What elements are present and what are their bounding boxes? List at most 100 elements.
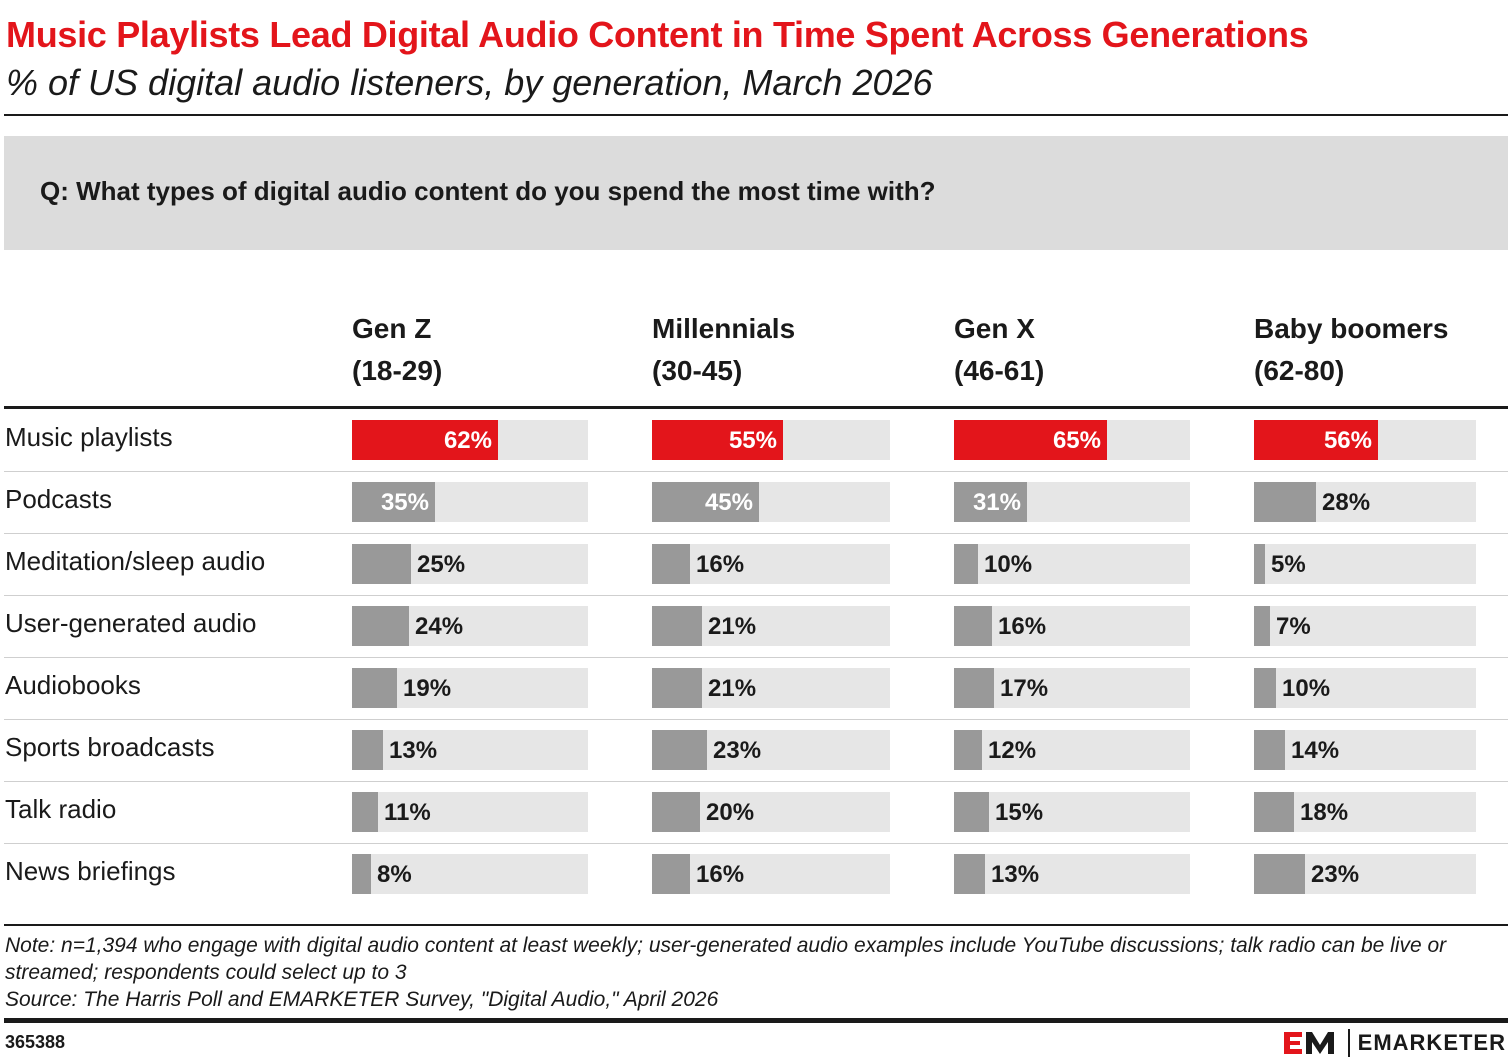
bar [652, 544, 690, 584]
column-header: Gen X (46-61) [954, 308, 1044, 392]
data-label: 14% [1291, 737, 1340, 764]
bar [954, 668, 994, 708]
category-label: News briefings [5, 856, 176, 886]
bar-track: 55% [652, 420, 890, 460]
data-label: 19% [403, 675, 452, 702]
data-label: 16% [998, 613, 1047, 640]
bar-track: 56% [1254, 420, 1476, 460]
category-label: Music playlists [5, 422, 173, 452]
bar [652, 482, 759, 522]
column-header: Baby boomers (62-80) [1254, 308, 1449, 392]
bar-track: 25% [352, 544, 588, 584]
bar [652, 792, 700, 832]
data-label: 15% [995, 799, 1044, 826]
column-header: Millennials (30-45) [652, 308, 795, 392]
row-divider [4, 843, 1508, 844]
footnote: Note: n=1,394 who engage with digital au… [5, 932, 1505, 1013]
bar-track: 18% [1254, 792, 1476, 832]
bar [954, 420, 1107, 460]
chart-subtitle: % of US digital audio listeners, by gene… [6, 62, 933, 103]
data-label: 7% [1276, 613, 1311, 640]
bar-track: 21% [652, 668, 890, 708]
data-label: 31% [972, 489, 1021, 516]
bar [954, 482, 1027, 522]
note-text: Note: n=1,394 who engage with digital au… [5, 934, 1447, 984]
logo-divider [1347, 1029, 1350, 1057]
generation-name: Baby boomers [1254, 313, 1449, 344]
bar-track: 16% [652, 544, 890, 584]
bar [352, 854, 371, 894]
category-label: Talk radio [5, 794, 117, 824]
bar [352, 668, 397, 708]
category-label: Audiobooks [5, 670, 141, 700]
brand-logo: EMARKETER [1282, 1028, 1506, 1058]
chart-id: 365388 [5, 1032, 66, 1052]
data-label: 20% [706, 799, 755, 826]
row-divider [4, 781, 1508, 782]
bar-track: 65% [954, 420, 1190, 460]
data-label: 8% [377, 861, 412, 888]
generation-name: Gen X [954, 313, 1035, 344]
bar-track: 20% [652, 792, 890, 832]
bar [352, 792, 378, 832]
bar [652, 420, 783, 460]
data-label: 10% [1282, 675, 1331, 702]
bar-track: 62% [352, 420, 588, 460]
bar-track: 10% [1254, 668, 1476, 708]
bar [1254, 544, 1265, 584]
bar [954, 544, 978, 584]
data-label: 11% [384, 799, 431, 826]
data-label: 17% [1000, 675, 1049, 702]
generation-name: Gen Z [352, 313, 432, 344]
bar [1254, 792, 1294, 832]
row-divider [4, 719, 1508, 720]
bar-track: 7% [1254, 606, 1476, 646]
bar [352, 544, 411, 584]
bar [954, 792, 989, 832]
column-header: Gen Z (18-29) [352, 308, 442, 392]
bar-track: 10% [954, 544, 1190, 584]
bar [1254, 420, 1378, 460]
bar-track: 24% [352, 606, 588, 646]
data-label: 28% [1322, 489, 1371, 516]
bar-track: 13% [954, 854, 1190, 894]
source-text: Source: The Harris Poll and EMARKETER Su… [5, 988, 719, 1011]
row-divider [4, 471, 1508, 472]
bar [1254, 854, 1305, 894]
bar [954, 854, 985, 894]
brand-name: EMARKETER [1357, 1030, 1506, 1055]
bar [954, 730, 982, 770]
age-range: (30-45) [652, 355, 743, 386]
bar [1254, 668, 1276, 708]
category-label: Sports broadcasts [5, 732, 215, 762]
data-label: 21% [708, 675, 757, 702]
data-label: 18% [1300, 799, 1349, 826]
bar-track: 17% [954, 668, 1190, 708]
data-label: 5% [1271, 551, 1306, 578]
bottom-rule [4, 924, 1508, 926]
bar [652, 668, 702, 708]
bar [1254, 482, 1316, 522]
data-label: 12% [988, 737, 1037, 764]
data-label: 24% [415, 613, 464, 640]
bar [352, 482, 435, 522]
data-label: 21% [708, 613, 757, 640]
bar-track: 12% [954, 730, 1190, 770]
bar-track: 23% [652, 730, 890, 770]
row-divider [4, 595, 1508, 596]
bar-track: 21% [652, 606, 890, 646]
data-label: 55% [728, 427, 777, 454]
survey-question: Q: What types of digital audio content d… [40, 176, 936, 206]
bar-track: 16% [652, 854, 890, 894]
bar-track: 28% [1254, 482, 1476, 522]
bar [1254, 730, 1285, 770]
bar-track: 16% [954, 606, 1190, 646]
data-label: 25% [417, 551, 466, 578]
bar [352, 420, 498, 460]
bar-track: 14% [1254, 730, 1476, 770]
bar-track: 35% [352, 482, 588, 522]
top-rule [4, 114, 1508, 116]
bar [652, 730, 707, 770]
row-divider [4, 533, 1508, 534]
data-label: 65% [1052, 427, 1101, 454]
